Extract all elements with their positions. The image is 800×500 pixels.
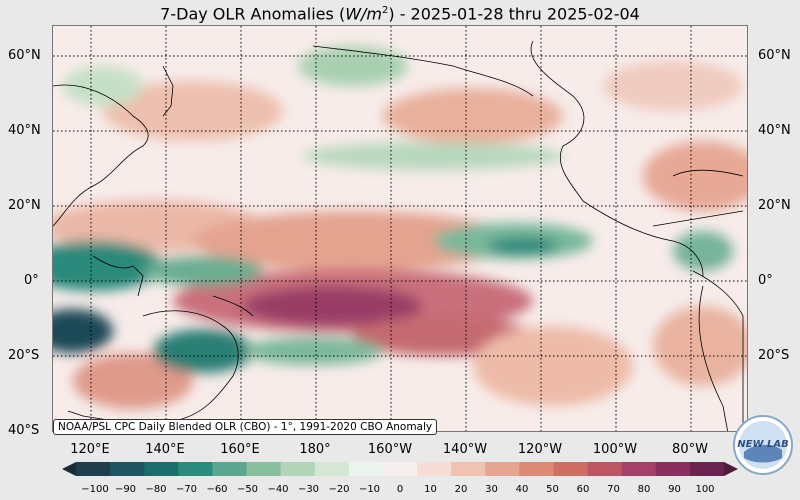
colorbar-tick-label: 70 bbox=[607, 484, 620, 495]
colorbar-tick-label: −50 bbox=[236, 484, 259, 495]
colorbar-tick-label: 10 bbox=[424, 484, 437, 495]
lon-label-120w: 120°W bbox=[517, 442, 563, 457]
colorbar-segment bbox=[212, 462, 248, 476]
lat-label-20s-right: 20°S bbox=[758, 348, 790, 363]
lat-label-40s: 40°S bbox=[8, 423, 40, 438]
colorbar-tick-label: −10 bbox=[358, 484, 381, 495]
logo-text: NEW LAB bbox=[737, 439, 788, 450]
lon-label-80w: 80°W bbox=[672, 442, 708, 457]
lon-label-160e: 160°E bbox=[220, 442, 260, 457]
colorbar-segment bbox=[280, 462, 316, 476]
colorbar-tick-label: 40 bbox=[515, 484, 529, 495]
psl-logo: NEW LAB bbox=[733, 415, 793, 475]
colorbar-tick-label: 50 bbox=[546, 484, 559, 495]
colorbar-segment bbox=[553, 462, 589, 476]
colorbar-tick-label: −30 bbox=[297, 484, 320, 495]
colorbar-extend-low bbox=[62, 462, 76, 476]
colorbar-tick-label: 20 bbox=[454, 484, 468, 495]
lon-label-100w: 100°W bbox=[592, 442, 638, 457]
colorbar-tick-label: −100 bbox=[81, 484, 109, 495]
lon-label-120e: 120°E bbox=[70, 442, 110, 457]
colorbar-segment bbox=[689, 462, 725, 476]
colorbar-tick-label: −40 bbox=[267, 484, 289, 495]
colorbar-segment bbox=[76, 462, 111, 476]
colorbar-tick-label: −90 bbox=[114, 484, 137, 495]
colorbar-tick-label: 80 bbox=[637, 484, 651, 495]
lon-label-160w: 160°W bbox=[367, 442, 413, 457]
lat-label-60n: 60°N bbox=[8, 48, 41, 63]
colorbar-segment bbox=[485, 462, 520, 476]
colorbar-segment bbox=[110, 462, 145, 476]
colorbar-segment bbox=[621, 462, 657, 476]
lon-label-140w: 140°W bbox=[442, 442, 488, 457]
lat-label-eq: 0° bbox=[24, 273, 39, 288]
map-title: 7-Day OLR Anomalies (W/m2) - 2025-01-28 … bbox=[160, 4, 640, 24]
colorbar-tick-label: 30 bbox=[485, 484, 498, 495]
lat-label-20s: 20°S bbox=[8, 348, 40, 363]
lat-label-20n: 20°N bbox=[8, 198, 41, 213]
colorbar-segment bbox=[451, 462, 486, 476]
colorbar-tick-label: 100 bbox=[695, 484, 715, 495]
graticule bbox=[53, 26, 747, 431]
colorbar-tick-label: 90 bbox=[668, 484, 681, 495]
lat-label-20n-right: 20°N bbox=[758, 198, 791, 213]
lat-label-60n-right: 60°N bbox=[758, 48, 791, 63]
olr-anomaly-map bbox=[52, 25, 748, 432]
colorbar bbox=[62, 462, 738, 476]
colorbar-segment bbox=[382, 462, 418, 476]
colorbar-tick-label: −20 bbox=[328, 484, 350, 495]
colorbar-segment bbox=[246, 462, 282, 476]
colorbar-extend-high bbox=[724, 462, 738, 476]
colorbar-segment bbox=[178, 462, 214, 476]
lat-label-eq-right: 0° bbox=[758, 273, 773, 288]
lon-label-140e: 140°E bbox=[145, 442, 185, 457]
colorbar-segment bbox=[655, 462, 691, 476]
colorbar-tick-label: −70 bbox=[175, 484, 198, 495]
lon-label-180: 180° bbox=[299, 442, 331, 457]
colorbar-segment bbox=[314, 462, 350, 476]
colorbar-tick-label: −60 bbox=[206, 484, 228, 495]
colorbar-tick-label: 0 bbox=[396, 484, 404, 495]
colorbar-segment bbox=[144, 462, 179, 476]
lat-label-40n-right: 40°N bbox=[758, 123, 791, 138]
colorbar-segment bbox=[587, 462, 623, 476]
anomaly-field bbox=[53, 46, 747, 409]
colorbar-segment bbox=[417, 462, 452, 476]
colorbar-tick-label: 60 bbox=[576, 484, 590, 495]
lat-label-40n: 40°N bbox=[8, 123, 41, 138]
data-credit: NOAA/PSL CPC Daily Blended OLR (CBO) - 1… bbox=[53, 419, 438, 435]
colorbar-segment bbox=[348, 462, 384, 476]
colorbar-segment bbox=[519, 462, 555, 476]
colorbar-tick-label: −80 bbox=[145, 484, 167, 495]
